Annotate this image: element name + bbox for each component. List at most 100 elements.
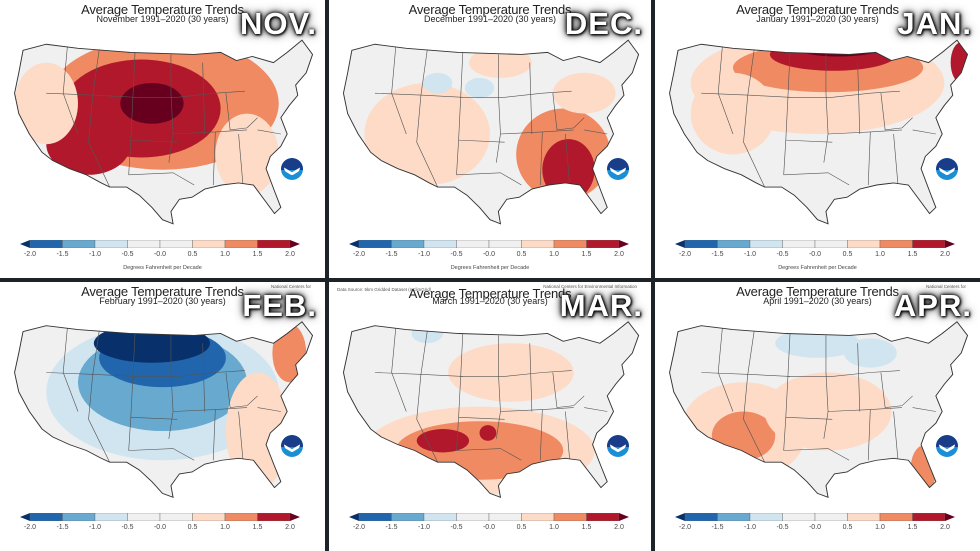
colorbar bbox=[20, 240, 300, 248]
state-border bbox=[420, 331, 428, 375]
map-title: Average Temperature Trends bbox=[736, 2, 899, 17]
noaa-logo-icon bbox=[936, 435, 958, 458]
trend-region bbox=[225, 372, 290, 490]
state-border bbox=[857, 62, 861, 135]
state-border bbox=[912, 129, 936, 135]
colorbar-min-arrow bbox=[675, 513, 685, 521]
state-border bbox=[416, 374, 438, 463]
map-subtitle: November 1991–2020 (30 years) bbox=[96, 14, 229, 24]
state-border bbox=[743, 95, 765, 188]
colorbar-tick-label: 1.5 bbox=[581, 251, 592, 258]
colorbar-tick-label: -1.0 bbox=[743, 251, 757, 258]
colorbar-tick-label: -2.0 bbox=[678, 524, 692, 531]
state-border bbox=[238, 411, 244, 459]
state-border bbox=[225, 372, 258, 408]
state-border bbox=[62, 327, 79, 412]
colorbar-tick-label: 2.0 bbox=[285, 251, 295, 258]
state-border bbox=[743, 374, 765, 463]
us-outline bbox=[14, 39, 314, 225]
colorbar-tick-label: -0.0 bbox=[153, 251, 167, 258]
colorbar-bin bbox=[358, 513, 392, 521]
trend-region bbox=[395, 421, 564, 480]
state-border bbox=[823, 335, 829, 439]
colorbar-bin bbox=[391, 513, 425, 521]
colorbar-bin bbox=[159, 513, 193, 521]
state-border bbox=[46, 372, 136, 377]
state-border bbox=[420, 50, 428, 96]
ncei-credit: National Centers for bbox=[270, 284, 311, 289]
colorbar-bin bbox=[782, 513, 816, 521]
colorbar-tick-label: -1.5 bbox=[385, 251, 398, 258]
state-border bbox=[46, 92, 136, 98]
state-border bbox=[823, 54, 829, 163]
colorbar-tick-label: -0.0 bbox=[808, 524, 822, 531]
state-border bbox=[62, 46, 79, 135]
trend-region bbox=[448, 343, 574, 402]
state-border bbox=[584, 407, 608, 412]
month-label: MAR. bbox=[559, 288, 643, 323]
map-subtitle: February 1991–2020 (30 years) bbox=[99, 296, 226, 306]
colorbar-bin bbox=[127, 513, 161, 521]
colorbar-max-arrow bbox=[945, 240, 955, 248]
colorbar-bin bbox=[423, 240, 457, 248]
us-outline bbox=[342, 39, 640, 225]
colorbar-bin bbox=[521, 240, 555, 248]
colorbar-bin bbox=[192, 513, 226, 521]
colorbar-bin bbox=[456, 513, 490, 521]
colorbar-bin bbox=[192, 240, 226, 248]
map-subtitle: March 1991–2020 (30 years) bbox=[432, 296, 548, 306]
colorbar-tick-label: 1.0 bbox=[220, 524, 230, 531]
colorbar-min-arrow bbox=[20, 513, 30, 521]
colorbar-bin bbox=[717, 513, 751, 521]
state-border bbox=[500, 407, 574, 412]
colorbar-tick-label: -0.0 bbox=[153, 524, 167, 531]
state-border bbox=[785, 139, 833, 143]
colorbar-min-arrow bbox=[20, 240, 30, 248]
month-label: FEB. bbox=[242, 288, 317, 323]
map-panel-mar: Data Source: 5km Gridded Dataset (nClimG… bbox=[329, 282, 651, 551]
colorbar-tick-label: -2.0 bbox=[352, 251, 366, 258]
state-border bbox=[130, 139, 178, 143]
state-border bbox=[92, 331, 100, 375]
colorbar-tick-label: 2.0 bbox=[940, 524, 950, 531]
map-title: Average Temperature Trends bbox=[736, 284, 899, 299]
colorbar-bin bbox=[847, 240, 881, 248]
state-border bbox=[458, 417, 505, 420]
state-border bbox=[880, 93, 913, 131]
state-border bbox=[173, 407, 248, 412]
month-label: JAN. bbox=[897, 6, 972, 41]
state-border bbox=[257, 407, 281, 412]
state-border bbox=[257, 129, 281, 135]
colorbar-tick-label: -0.5 bbox=[121, 524, 134, 531]
colorbar-tick-label: 2.0 bbox=[285, 524, 295, 531]
colorbar bbox=[20, 513, 300, 521]
ncei-credit: National Centers for bbox=[925, 284, 966, 289]
trend-region bbox=[423, 72, 453, 94]
colorbar-tick-label: -0.5 bbox=[776, 524, 789, 531]
colorbar-tick-label: -2.0 bbox=[23, 251, 37, 258]
colorbar-tick-label: 0.5 bbox=[516, 251, 527, 258]
state-border bbox=[529, 343, 533, 412]
state-border bbox=[177, 90, 245, 98]
map-panel-jan: Average Temperature Trends January 1991–… bbox=[655, 0, 980, 278]
state-border bbox=[238, 133, 244, 183]
state-border bbox=[565, 411, 570, 459]
trend-region bbox=[416, 429, 470, 453]
state-border bbox=[456, 333, 464, 451]
us-temperature-map bbox=[669, 321, 969, 498]
state-border bbox=[785, 417, 833, 420]
colorbar-tick-label: 2.0 bbox=[614, 524, 624, 531]
state-border bbox=[391, 46, 407, 135]
colorbar-bin bbox=[749, 513, 783, 521]
map-title: Average Temperature Trends bbox=[81, 2, 244, 17]
map-panel-nov: Average Temperature Trends November 1991… bbox=[0, 0, 325, 278]
state-border bbox=[701, 372, 791, 377]
state-border bbox=[495, 335, 501, 439]
colorbar-bin bbox=[224, 513, 258, 521]
colorbar-bin bbox=[94, 240, 128, 248]
colorbar-tick-label: -2.0 bbox=[678, 251, 692, 258]
colorbar-bin bbox=[159, 240, 193, 248]
colorbar-bin bbox=[717, 240, 751, 248]
trend-region bbox=[272, 323, 307, 383]
trend-region bbox=[469, 47, 532, 78]
